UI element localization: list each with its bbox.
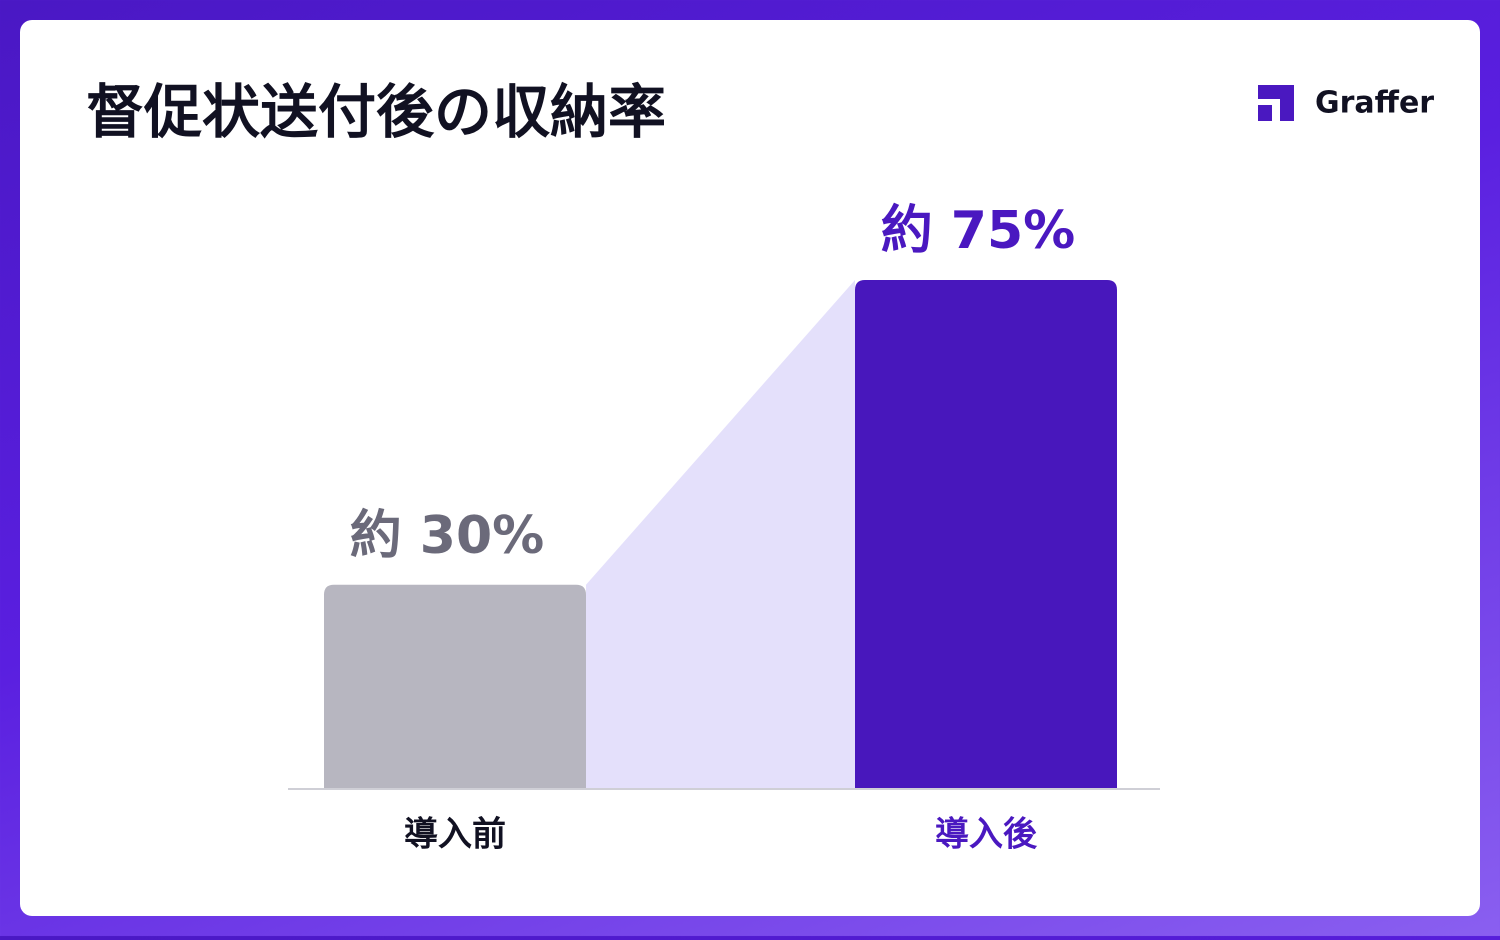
x-tick-label: 導入前 bbox=[404, 815, 506, 855]
trend-area bbox=[586, 280, 855, 788]
brand-name: Graffer bbox=[1315, 86, 1434, 121]
logo-icon bbox=[1258, 85, 1294, 121]
value-label: 約 30% bbox=[350, 506, 545, 566]
bar bbox=[855, 280, 1117, 788]
x-tick-label: 導入後 bbox=[935, 815, 1038, 855]
chart-title: 督促状送付後の収納率 bbox=[86, 78, 666, 146]
bar bbox=[324, 584, 586, 788]
value-label: 約 75% bbox=[881, 201, 1076, 261]
logo: Graffer bbox=[1258, 85, 1434, 121]
